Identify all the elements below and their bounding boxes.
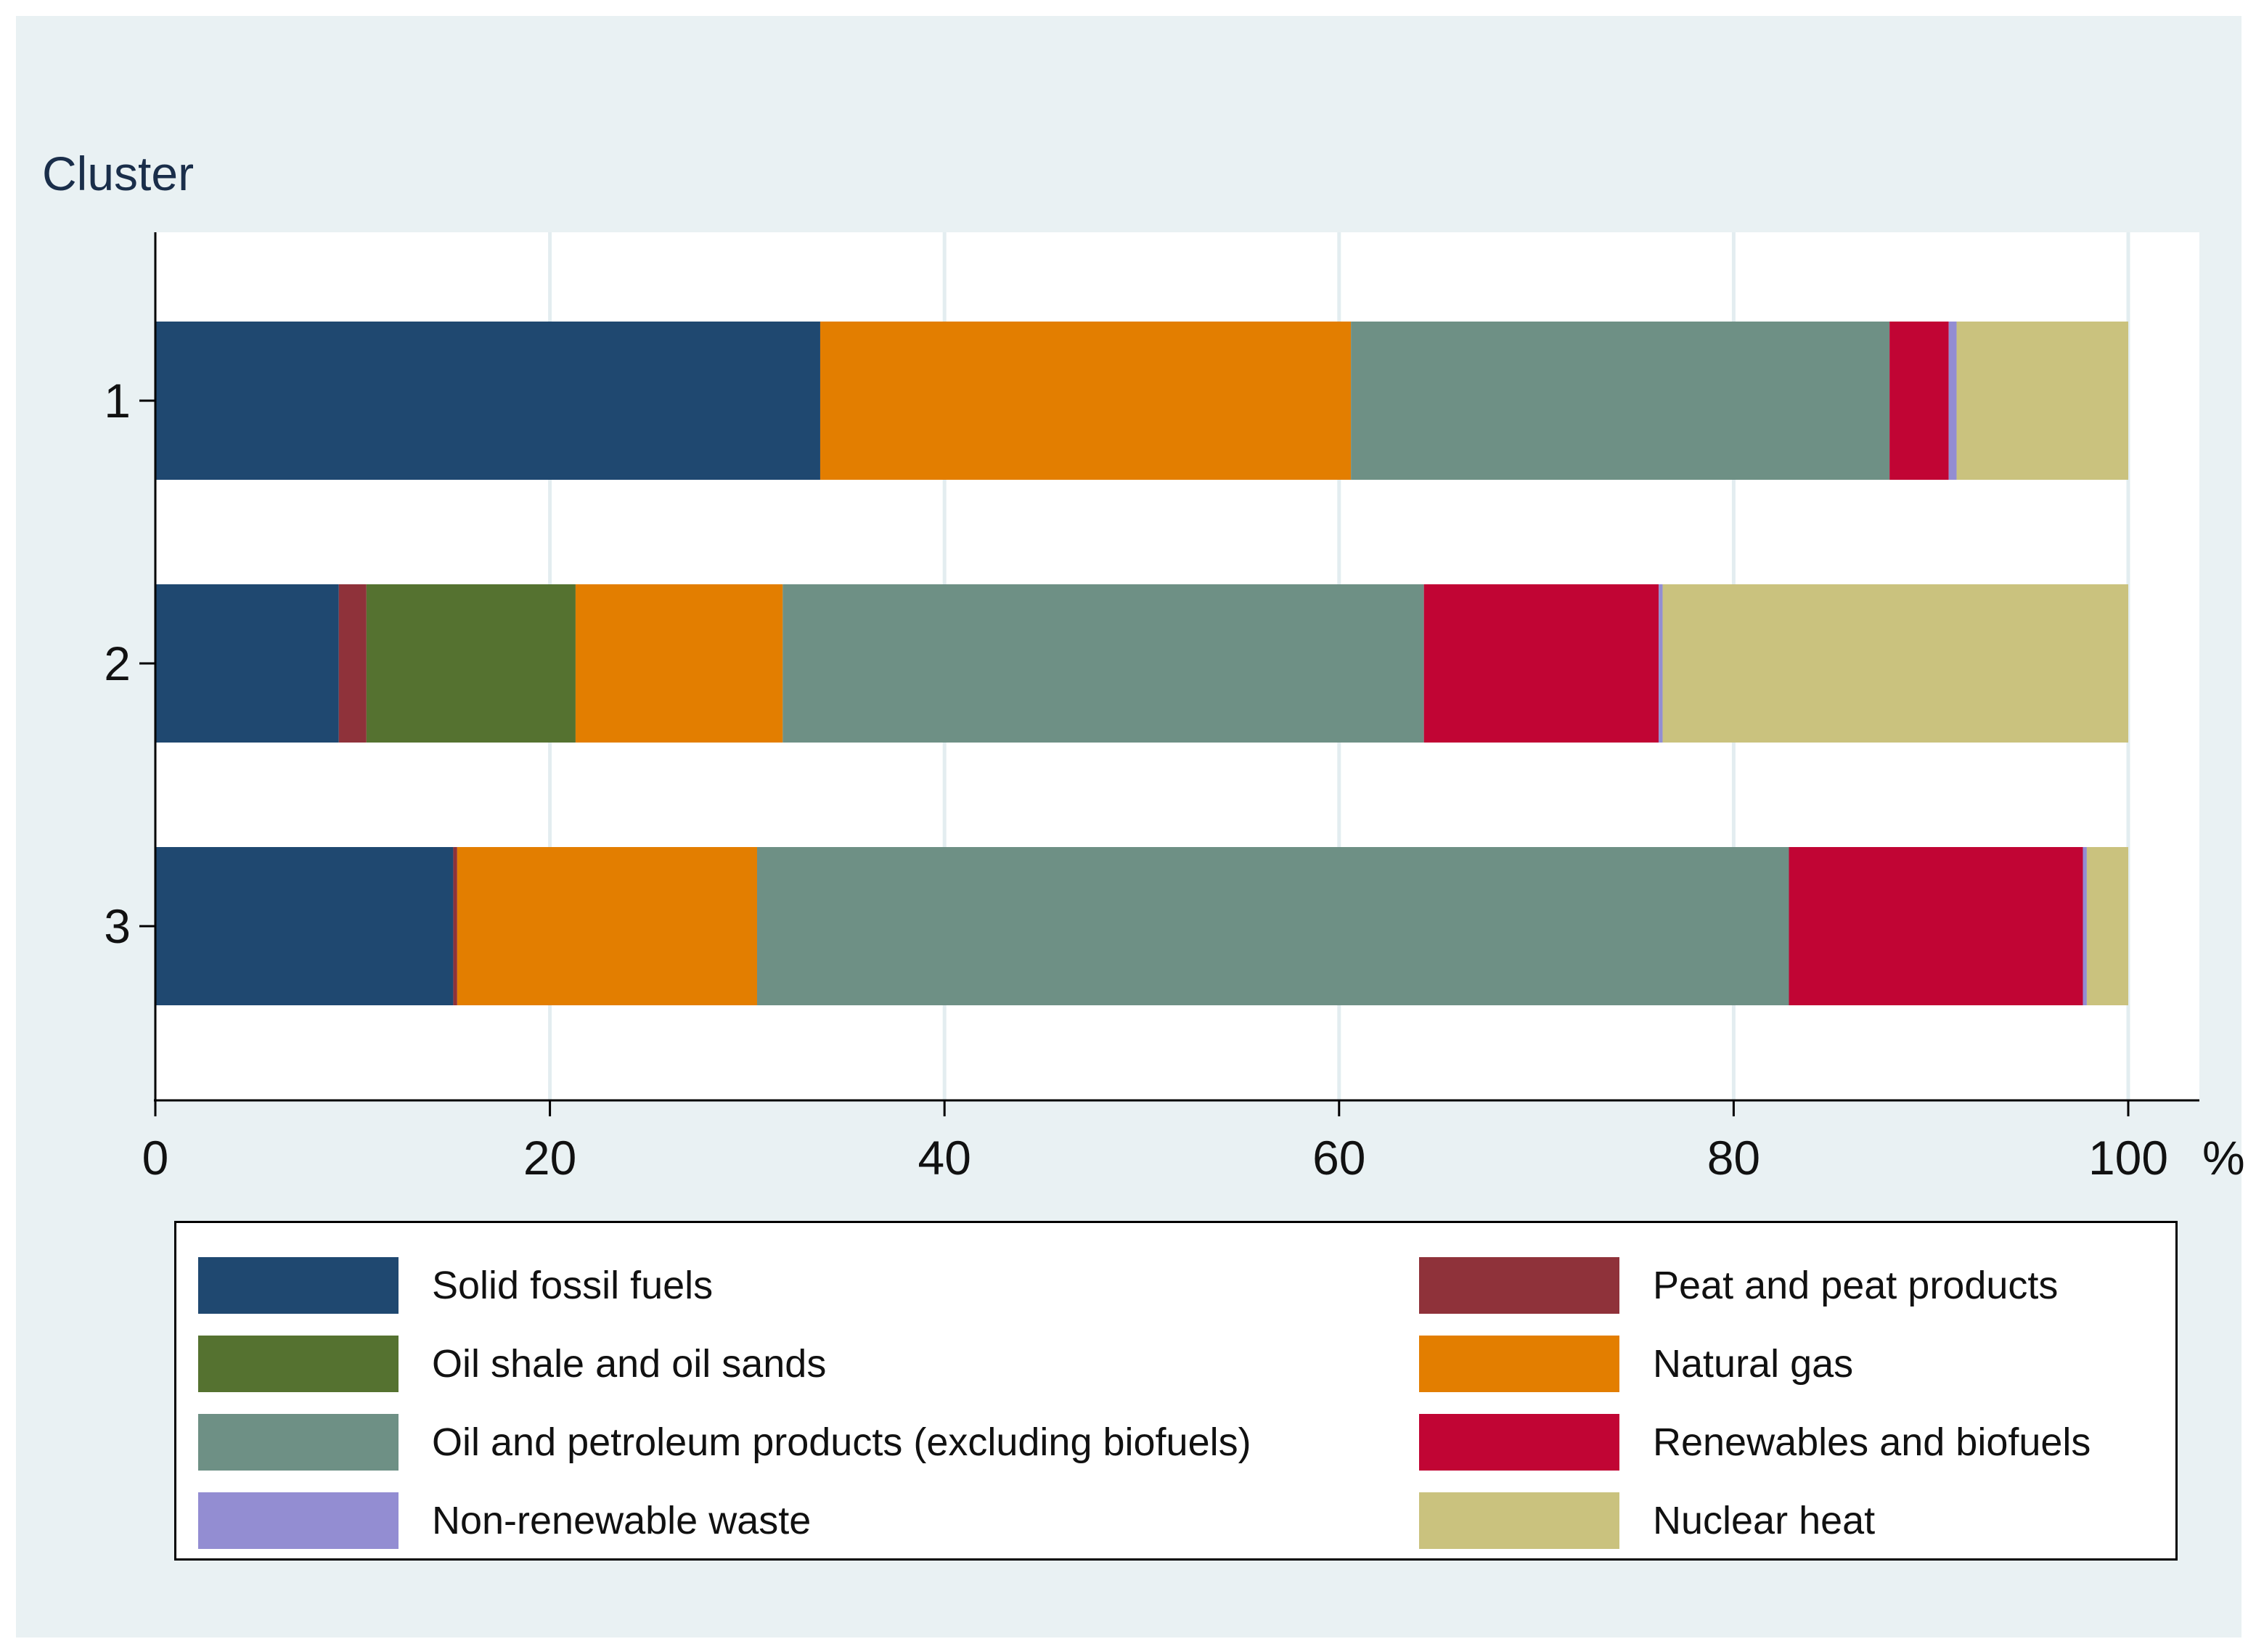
- legend-label: Solid fossil fuels: [432, 1264, 714, 1307]
- bar-segment: [155, 322, 820, 480]
- bar-segment: [1789, 847, 2083, 1005]
- stacked-bar-chart: Cluster 1 2 3 0 20 40 60 80 100 %: [42, 147, 2245, 1185]
- x-tick-labels: 0 20 40 60 80 100: [142, 1131, 2168, 1185]
- bar-segment: [2086, 847, 2128, 1005]
- legend-item-nuclear-heat: Nuclear heat: [1419, 1490, 1875, 1551]
- legend: Solid fossil fuels Peat and peat product…: [174, 1221, 2178, 1561]
- legend-swatch: [198, 1257, 399, 1314]
- bar-segment: [1423, 584, 1659, 743]
- legend-item-renewables: Renewables and biofuels: [1419, 1412, 2091, 1473]
- legend-label: Peat and peat products: [1653, 1264, 2059, 1307]
- legend-label: Oil shale and oil sands: [432, 1342, 827, 1386]
- x-tick-label: 60: [1312, 1131, 1365, 1185]
- y-tick-label: 3: [104, 899, 131, 953]
- legend-label: Nuclear heat: [1653, 1499, 1876, 1542]
- legend-item-oil-shale: Oil shale and oil sands: [198, 1333, 826, 1394]
- bar-segment: [782, 584, 1424, 743]
- legend-label: Non-renewable waste: [432, 1499, 812, 1542]
- legend-item-non-renewable-waste: Non-renewable waste: [198, 1490, 811, 1551]
- y-tick-label: 2: [104, 637, 131, 690]
- legend-swatch: [198, 1492, 399, 1549]
- legend-swatch: [198, 1336, 399, 1392]
- x-tick-label: 0: [142, 1131, 169, 1185]
- x-tick-label: 40: [917, 1131, 970, 1185]
- bar-segment: [575, 584, 783, 743]
- bar-segment: [756, 847, 1789, 1005]
- legend-item-oil-petroleum: Oil and petroleum products (excluding bi…: [198, 1412, 1251, 1473]
- bar-segment: [2083, 847, 2087, 1005]
- legend-label: Oil and petroleum products (excluding bi…: [432, 1420, 1251, 1464]
- bar-segment: [155, 847, 454, 1005]
- x-axis-unit: %: [2202, 1131, 2245, 1185]
- legend-item-solid-fossil-fuels: Solid fossil fuels: [198, 1255, 713, 1316]
- y-tick-labels: 1 2 3: [104, 374, 131, 953]
- bar-segment: [453, 847, 457, 1005]
- bar-segment: [1948, 322, 1957, 480]
- legend-swatch: [1419, 1257, 1619, 1314]
- y-axis-title: Cluster: [42, 147, 194, 200]
- legend-swatch: [198, 1414, 399, 1471]
- legend-item-peat: Peat and peat products: [1419, 1255, 2058, 1316]
- legend-label: Renewables and biofuels: [1653, 1420, 2091, 1464]
- bar-segment: [1889, 322, 1949, 480]
- legend-swatch: [1419, 1336, 1619, 1392]
- legend-swatch: [1419, 1414, 1619, 1471]
- x-tick-label: 100: [2088, 1131, 2168, 1185]
- bars: [155, 322, 2128, 1005]
- x-tick-label: 80: [1707, 1131, 1760, 1185]
- x-tick-label: 20: [523, 1131, 576, 1185]
- bar-segment: [1662, 584, 2128, 743]
- bar-segment: [1351, 322, 1890, 480]
- bar-segment: [1956, 322, 2128, 480]
- bar-segment: [366, 584, 576, 743]
- legend-item-natural-gas: Natural gas: [1419, 1333, 1853, 1394]
- bar-segment: [155, 584, 339, 743]
- legend-label: Natural gas: [1653, 1342, 1854, 1386]
- legend-swatch: [1419, 1492, 1619, 1549]
- bar-segment: [820, 322, 1352, 480]
- y-tick-label: 1: [104, 374, 131, 428]
- bar-segment: [1659, 584, 1663, 743]
- bar-segment: [457, 847, 757, 1005]
- axes: [139, 232, 2199, 1116]
- bar-segment: [338, 584, 367, 743]
